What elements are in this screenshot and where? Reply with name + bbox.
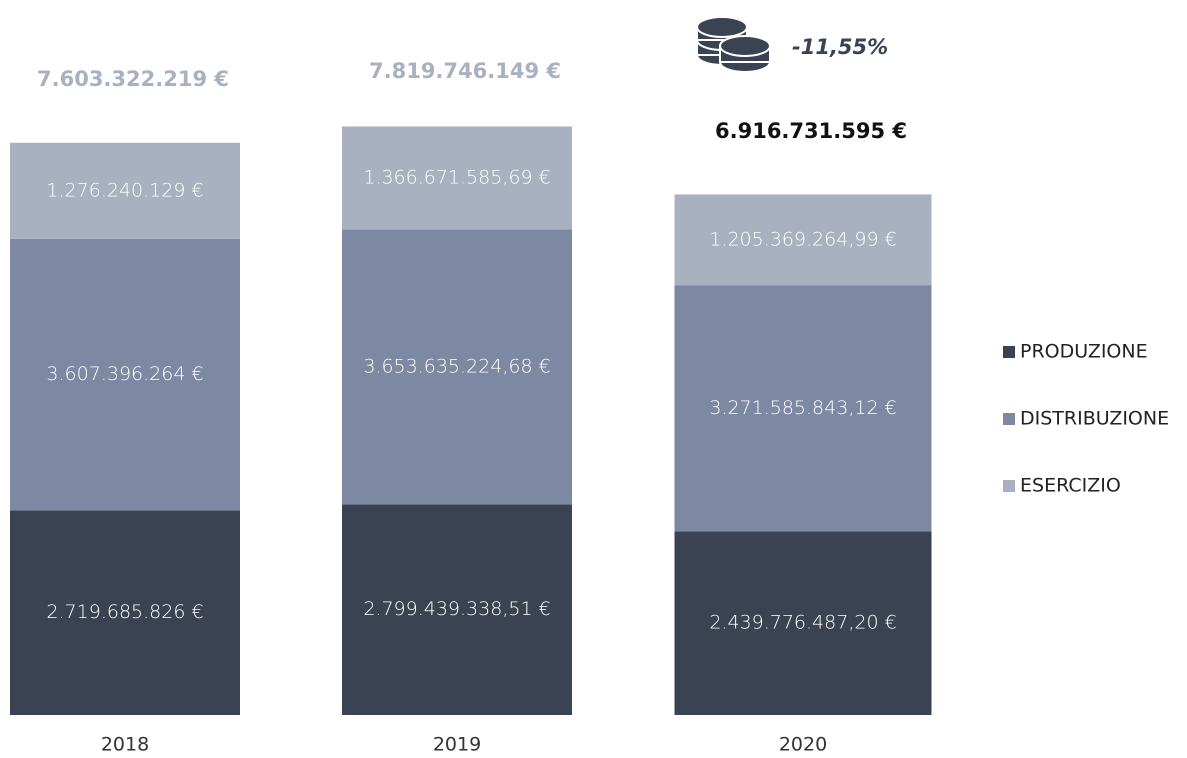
x-tick-label: 2019 [433,734,481,756]
segment-label: 3.653.635.224,68 € [363,355,550,377]
legend-label: DISTRIBUZIONE [1020,408,1169,430]
total-label: 6.916.731.595 € [715,119,907,143]
total-label: 7.819.746.149 € [369,59,561,83]
segment-label: 1.205.369.264,99 € [709,228,896,250]
legend-swatch [1003,346,1015,358]
segment-label: 1.366.671.585,69 € [363,166,550,188]
coins-icon [696,16,771,73]
bar-segment [342,504,572,715]
bar-segment [674,194,932,286]
segment-label: 2.439.776.487,20 € [709,612,896,634]
bar-segment [674,531,932,715]
bar-segment [10,510,240,715]
bar-segment [10,142,240,239]
segment-label: 2.719.685.826 € [46,601,203,623]
bar-segment [342,126,572,230]
x-tick-label: 2020 [779,734,827,756]
bar-segment [10,238,240,511]
legend-label: ESERCIZIO [1020,475,1121,497]
total-label: 7.603.322.219 € [37,67,229,91]
x-tick-label: 2018 [101,734,149,756]
legend-swatch [1003,480,1015,492]
segment-label: 1.276.240.129 € [46,179,203,201]
segment-label: 3.271.585.843,12 € [709,397,896,419]
legend-label: PRODUZIONE [1020,341,1148,363]
bar-segment [674,285,932,532]
legend-swatch [1003,413,1015,425]
segment-label: 3.607.396.264 € [46,363,203,385]
change-label: -11,55% [792,35,888,59]
bar-segment [342,229,572,505]
segment-label: 2.799.439.338,51 € [363,598,550,620]
